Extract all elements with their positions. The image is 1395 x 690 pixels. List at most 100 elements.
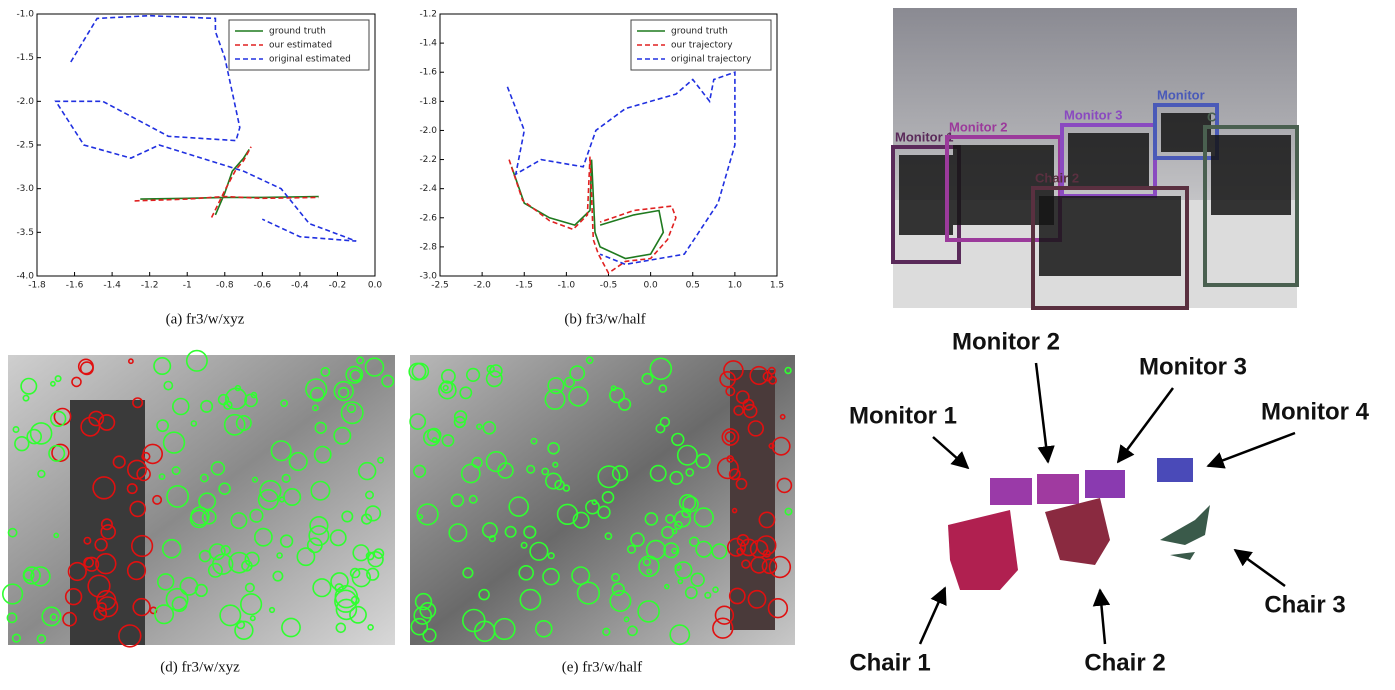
feature bbox=[440, 368, 456, 384]
feature bbox=[334, 583, 344, 593]
feature bbox=[681, 508, 692, 519]
detection-label: C bbox=[1207, 109, 1217, 124]
feature bbox=[310, 480, 331, 501]
feature bbox=[482, 420, 497, 435]
feature bbox=[26, 428, 43, 445]
feature bbox=[163, 380, 174, 391]
feature bbox=[172, 397, 190, 416]
feature bbox=[365, 551, 375, 561]
feature bbox=[585, 499, 600, 515]
feature bbox=[462, 567, 474, 579]
feature bbox=[671, 547, 678, 555]
feature bbox=[268, 606, 276, 614]
feature bbox=[280, 399, 288, 408]
feature bbox=[726, 537, 746, 557]
feature bbox=[728, 468, 741, 481]
feature bbox=[364, 357, 385, 377]
feature bbox=[413, 464, 427, 478]
feature bbox=[189, 509, 209, 529]
feature bbox=[346, 403, 357, 414]
feature bbox=[468, 494, 478, 504]
feature bbox=[312, 578, 332, 598]
monitor-screen bbox=[1161, 113, 1211, 152]
trajectory bbox=[508, 156, 677, 275]
feature bbox=[658, 384, 668, 393]
y-tick-label: -4.0 bbox=[16, 272, 34, 282]
legend-label: ground truth bbox=[269, 27, 326, 37]
feature bbox=[674, 563, 682, 572]
arrow bbox=[1034, 362, 1055, 464]
x-tick-label: -1.4 bbox=[103, 281, 121, 291]
features bbox=[408, 356, 793, 646]
feature bbox=[30, 566, 51, 587]
feature bbox=[288, 451, 308, 472]
x-tick-label: 1.5 bbox=[770, 281, 784, 291]
x-tick-label: -1.5 bbox=[515, 281, 533, 291]
feature bbox=[87, 574, 111, 598]
y-tick-label: -2.2 bbox=[419, 155, 437, 165]
feature bbox=[49, 613, 58, 622]
caption: (a) fr3/w/xyz bbox=[166, 311, 245, 327]
feature bbox=[422, 628, 437, 643]
trajectory bbox=[134, 146, 319, 218]
feature bbox=[11, 633, 21, 643]
feature bbox=[207, 562, 223, 578]
feature bbox=[685, 467, 695, 477]
feature bbox=[381, 374, 395, 388]
monitor-screen bbox=[1039, 196, 1181, 276]
feature bbox=[704, 591, 712, 599]
x-tick-label: -1.8 bbox=[28, 281, 46, 291]
detection-label: Monitor 3 bbox=[1064, 107, 1123, 122]
feature bbox=[576, 581, 601, 605]
feature bbox=[459, 386, 473, 400]
legend-label: our trajectory bbox=[671, 41, 733, 51]
feature bbox=[83, 557, 94, 568]
feature bbox=[257, 489, 280, 511]
feature bbox=[688, 536, 700, 547]
y-tick-label: -3.5 bbox=[16, 228, 34, 238]
detection-label: Monitor 2 bbox=[949, 119, 1008, 134]
feature bbox=[610, 572, 620, 582]
point-cloud-label: Chair 2 bbox=[1084, 649, 1165, 676]
feature bbox=[572, 511, 590, 529]
feature bbox=[22, 394, 30, 402]
feature bbox=[518, 564, 535, 581]
chair-cloud bbox=[948, 510, 1018, 590]
feature bbox=[750, 556, 768, 574]
feature bbox=[349, 605, 367, 624]
feature bbox=[735, 477, 748, 490]
feature bbox=[784, 366, 792, 375]
feature bbox=[367, 550, 384, 568]
feature bbox=[682, 495, 699, 513]
feature bbox=[49, 410, 67, 427]
feature bbox=[747, 589, 767, 609]
feature bbox=[283, 487, 302, 506]
monitor-cloud bbox=[990, 478, 1032, 505]
feature bbox=[547, 441, 560, 455]
feature bbox=[466, 367, 481, 383]
feature bbox=[726, 455, 735, 463]
feature bbox=[602, 627, 611, 636]
feature bbox=[442, 384, 449, 392]
point-cloud-label: Monitor 1 bbox=[849, 402, 957, 429]
feature bbox=[530, 437, 538, 445]
feature bbox=[601, 490, 615, 504]
y-tick-label: -1.6 bbox=[419, 68, 437, 78]
feature bbox=[83, 536, 92, 545]
feature bbox=[453, 415, 466, 429]
feature bbox=[296, 547, 316, 567]
x-tick-label: -1.2 bbox=[141, 281, 159, 291]
chair-cloud bbox=[1160, 505, 1210, 560]
feature bbox=[426, 427, 442, 443]
point-cloud-label: Chair 3 bbox=[1264, 591, 1345, 618]
feature bbox=[768, 442, 775, 450]
feature bbox=[695, 540, 713, 558]
feature bbox=[749, 365, 769, 386]
feature bbox=[409, 413, 427, 430]
y-tick-label: -1.0 bbox=[16, 10, 34, 20]
feature bbox=[126, 483, 138, 495]
y-tick-label: -1.8 bbox=[419, 97, 437, 107]
y-tick-label: -1.4 bbox=[419, 39, 437, 49]
feature bbox=[671, 432, 685, 447]
detection-label: Monitor 1 bbox=[895, 129, 954, 144]
